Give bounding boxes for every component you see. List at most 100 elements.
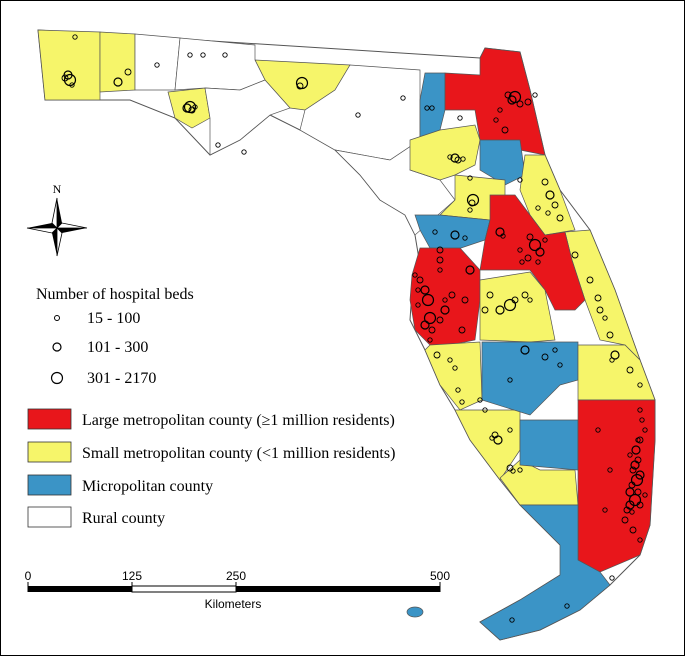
legend-label-large-metro: Large metropolitan county (≥1 million re… bbox=[82, 412, 395, 429]
hospital-symbol bbox=[495, 305, 505, 315]
hospital-symbol bbox=[637, 407, 643, 413]
hospital-symbol bbox=[627, 452, 633, 458]
legend-swatch-rural bbox=[27, 506, 72, 528]
hospital-symbol bbox=[448, 291, 456, 299]
hospital-symbol bbox=[420, 285, 430, 295]
hospital-symbol bbox=[428, 326, 436, 334]
hospital-symbol bbox=[192, 104, 198, 110]
county-small-metro bbox=[424, 341, 483, 411]
legend-swatch-micropolitan bbox=[27, 474, 72, 496]
county-rural bbox=[134, 33, 181, 91]
hospital-symbol bbox=[636, 436, 644, 444]
hospital-symbol bbox=[427, 337, 433, 343]
hospital-symbol bbox=[468, 199, 476, 207]
scale-bar bbox=[27, 582, 441, 593]
hospital-symbol bbox=[450, 153, 460, 163]
hospital-symbol bbox=[489, 435, 495, 441]
hospital-symbol bbox=[482, 407, 488, 413]
hospital-symbol bbox=[510, 468, 516, 474]
hospital-symbol bbox=[509, 617, 515, 623]
county-small-metro bbox=[479, 271, 556, 343]
hospital-symbol bbox=[493, 117, 499, 123]
hospital-symbol bbox=[429, 105, 435, 111]
hospital-symbol bbox=[545, 210, 551, 216]
hospital-symbol bbox=[609, 575, 615, 581]
hospital-symbol bbox=[636, 501, 644, 509]
hospital-symbol bbox=[462, 235, 468, 241]
hospital-symbol bbox=[506, 464, 514, 472]
hospital-symbol bbox=[501, 126, 509, 134]
hospital-symbol bbox=[541, 178, 549, 186]
hospital-symbol bbox=[630, 460, 640, 470]
hospital-symbol bbox=[507, 377, 513, 383]
hospital-symbol bbox=[621, 516, 629, 524]
hospital-symbol bbox=[465, 265, 475, 275]
legend-swatch-small-metro bbox=[27, 441, 72, 463]
hospital-symbol bbox=[477, 397, 483, 403]
hospital-symbol bbox=[517, 467, 523, 473]
hospital-symbol bbox=[642, 427, 648, 433]
beds-legend-label: 15 - 100 bbox=[87, 310, 140, 327]
beds-legend-symbol-large bbox=[50, 371, 64, 385]
hospital-symbol bbox=[69, 82, 75, 88]
hospital-symbol bbox=[521, 291, 529, 299]
hospital-symbol bbox=[124, 68, 132, 76]
hospital-symbol bbox=[486, 291, 494, 299]
hospital-symbol bbox=[586, 276, 594, 284]
hospital-symbol bbox=[630, 473, 644, 487]
hospital-symbol bbox=[415, 287, 421, 293]
hospital-symbol bbox=[423, 311, 437, 325]
hospital-symbol bbox=[355, 112, 361, 118]
hospital-symbol bbox=[200, 52, 206, 58]
hospital-symbol bbox=[416, 276, 424, 284]
hospital-symbol bbox=[564, 603, 570, 609]
hospital-symbol bbox=[606, 331, 614, 339]
hospital-symbol bbox=[436, 246, 444, 254]
north-arrow-icon bbox=[26, 197, 88, 257]
hospital-symbol bbox=[420, 320, 430, 330]
hospital-symbol bbox=[415, 302, 421, 308]
hospital-symbol bbox=[626, 366, 634, 374]
hospital-symbol bbox=[637, 537, 643, 543]
hospital-symbol bbox=[507, 427, 513, 433]
hospital-symbol bbox=[113, 77, 123, 87]
hospital-symbol bbox=[447, 357, 453, 363]
hospital-symbol bbox=[215, 142, 221, 148]
north-label: N bbox=[53, 182, 62, 196]
hospital-symbol bbox=[187, 52, 193, 58]
county-small-metro bbox=[99, 31, 136, 93]
hospital-symbol bbox=[528, 238, 542, 252]
scale-tick-label: 125 bbox=[122, 569, 142, 583]
county-large-metro bbox=[444, 47, 546, 156]
hospital-symbol bbox=[481, 306, 489, 314]
legend-label-rural: Rural county bbox=[82, 510, 165, 527]
hospital-symbol bbox=[519, 259, 525, 265]
county-large-metro bbox=[479, 194, 586, 311]
hospital-symbol bbox=[595, 427, 601, 433]
hospital-symbol bbox=[532, 92, 538, 98]
hospital-symbol bbox=[610, 350, 620, 360]
hospital-symbol bbox=[424, 105, 430, 111]
hospital-symbol bbox=[436, 316, 444, 324]
hospital-symbol bbox=[400, 95, 406, 101]
hospital-symbol bbox=[631, 445, 641, 455]
hospital-symbols bbox=[61, 34, 648, 623]
hospital-symbol bbox=[421, 293, 435, 307]
hospital-symbol bbox=[503, 298, 517, 312]
county-micropolitan bbox=[479, 504, 611, 641]
hospital-symbol bbox=[442, 297, 448, 303]
hospital-symbol bbox=[436, 256, 444, 264]
hospital-symbol bbox=[467, 207, 473, 213]
hospital-symbol bbox=[535, 205, 541, 211]
beds-legend-title: Number of hospital beds bbox=[36, 286, 194, 303]
hospital-symbol bbox=[433, 351, 441, 359]
county-small-metro bbox=[37, 29, 101, 101]
county-rural bbox=[204, 79, 291, 156]
scale-tick-label: 250 bbox=[226, 569, 246, 583]
hospital-symbol bbox=[542, 237, 548, 243]
hospital-symbol bbox=[154, 62, 160, 68]
hospital-symbol bbox=[556, 214, 564, 222]
hospital-symbol bbox=[527, 297, 533, 303]
hospital-symbol bbox=[557, 362, 563, 368]
